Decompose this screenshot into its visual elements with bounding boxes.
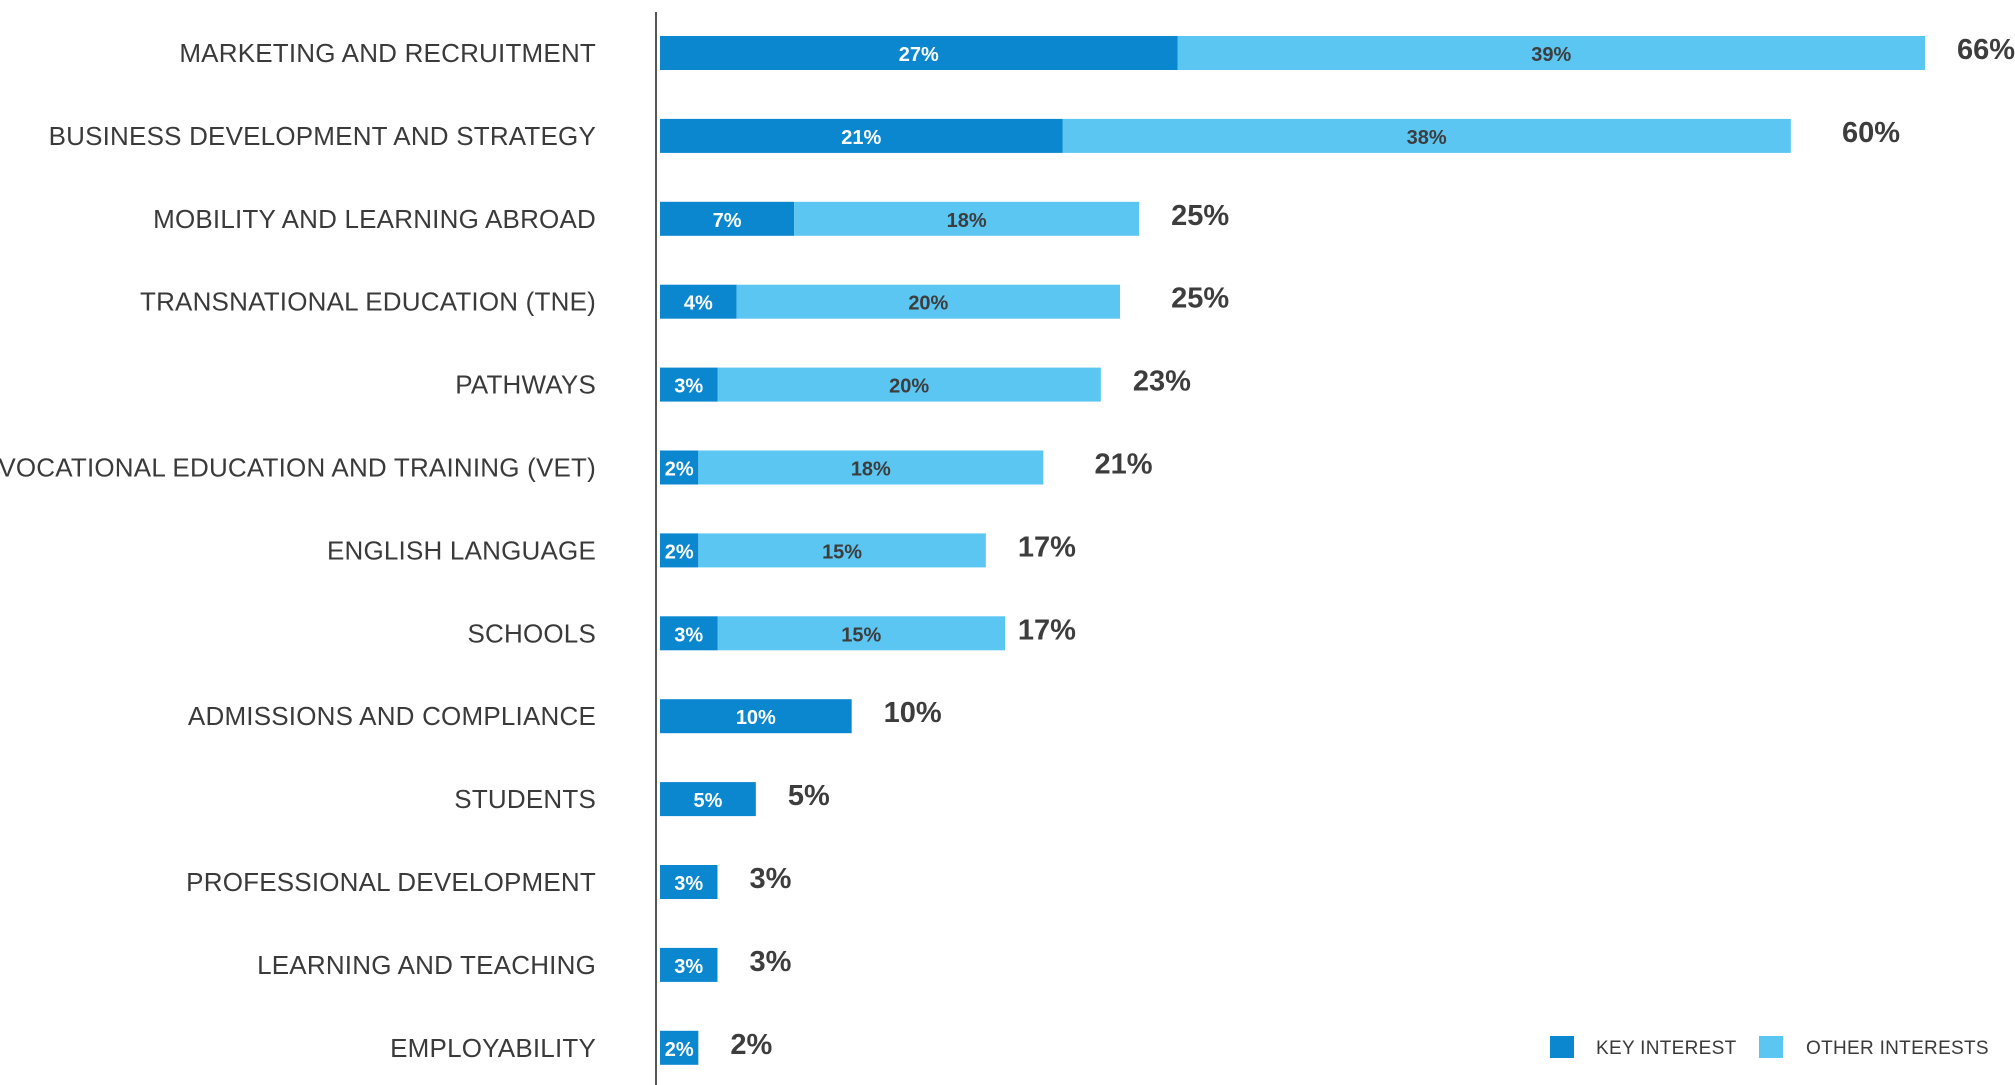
bar-key-interest-professional-development <box>660 865 718 899</box>
bar-key-interest-mobility-and-learning-abroad <box>660 201 795 236</box>
bars: 27% 39% 21% 38% 7% 18% 4% 20% 3% 20% 2% 18% 2% 15% 3% 1… <box>660 36 1925 1065</box>
legend-swatch-other-interests <box>1759 1036 1783 1058</box>
total-label-marketing-and-recruitment: 66% <box>1957 34 2015 66</box>
category-label-admissions-and-compliance: ADMISSIONS AND COMPLIANCE <box>188 701 596 731</box>
bar-other-interests-marketing-and-recruitment <box>1177 36 1925 70</box>
bar-value-label-other-interests-schools: 15% <box>841 624 881 646</box>
total-label-admissions-and-compliance: 10% <box>884 697 942 729</box>
category-label-marketing-and-recruitment: MARKETING AND RECRUITMENT <box>179 38 596 68</box>
bar-key-interest-admissions-and-compliance <box>660 699 852 734</box>
bar-other-interests-mobility-and-learning-abroad <box>794 201 1140 236</box>
bar-other-interests-english-language <box>698 533 986 568</box>
total-label-mobility-and-learning-abroad: 25% <box>1171 200 1229 232</box>
bar-value-label-other-interests-vocational-education-and-training-vet: 18% <box>851 459 891 481</box>
bar-value-label-key-interest-schools: 3% <box>674 624 703 646</box>
category-label-learning-and-teaching: LEARNING AND TEACHING <box>257 950 596 980</box>
bar-value-label-key-interest-professional-development: 3% <box>674 873 703 895</box>
bar-key-interest-english-language <box>660 533 699 568</box>
total-label-english-language: 17% <box>1018 531 1076 563</box>
total-label-pathways: 23% <box>1133 366 1191 398</box>
bar-value-label-key-interest-vocational-education-and-training-vet: 2% <box>665 459 694 481</box>
total-label-employability: 2% <box>730 1029 772 1061</box>
category-labels: MARKETING AND RECRUITMENT BUSINESS DEVELO… <box>0 38 596 1063</box>
bar-key-interest-learning-and-teaching <box>660 947 718 982</box>
bar-key-interest-vocational-education-and-training-vet <box>660 450 699 485</box>
bar-value-label-other-interests-english-language: 15% <box>822 541 862 563</box>
bar-value-label-key-interest-students: 5% <box>693 790 722 812</box>
bar-key-interest-business-development-and-strategy <box>660 118 1063 153</box>
category-label-english-language: ENGLISH LANGUAGE <box>327 535 596 565</box>
legend: KEY INTEREST OTHER INTERESTS <box>1550 1036 1989 1059</box>
bar-value-label-key-interest-employability: 2% <box>665 1039 694 1061</box>
bar-value-label-key-interest-business-development-and-strategy: 21% <box>841 127 881 149</box>
category-label-students: STUDENTS <box>454 784 596 814</box>
total-label-vocational-education-and-training-vet: 21% <box>1095 449 1153 481</box>
bar-value-label-other-interests-business-development-and-strategy: 38% <box>1407 127 1447 149</box>
bar-other-interests-business-development-and-strategy <box>1062 118 1791 153</box>
bar-value-label-key-interest-english-language: 2% <box>665 541 694 563</box>
bar-other-interests-transnational-education-tne <box>736 284 1120 319</box>
bar-key-interest-employability <box>660 1030 699 1065</box>
bar-key-interest-transnational-education-tne <box>660 284 737 319</box>
legend-swatch-key-interest <box>1550 1036 1574 1058</box>
bar-value-label-key-interest-mobility-and-learning-abroad: 7% <box>713 210 742 232</box>
bar-value-label-key-interest-marketing-and-recruitment: 27% <box>899 44 939 66</box>
total-label-schools: 17% <box>1018 614 1076 646</box>
category-label-vocational-education-and-training-vet: VOCATIONAL EDUCATION AND TRAINING (VET) <box>0 453 596 483</box>
total-labels: 66% 60% 25% 25% 23% 21% 17% 17% 10% 5% 3% 3% 2% <box>730 34 2015 1061</box>
bar-value-label-key-interest-admissions-and-compliance: 10% <box>736 707 776 729</box>
category-label-employability: EMPLOYABILITY <box>390 1033 596 1063</box>
bar-key-interest-pathways <box>660 367 718 402</box>
total-label-professional-development: 3% <box>750 863 792 895</box>
bar-value-label-other-interests-pathways: 20% <box>889 376 929 398</box>
bar-other-interests-vocational-education-and-training-vet <box>698 450 1044 485</box>
total-label-learning-and-teaching: 3% <box>750 946 792 978</box>
bar-value-label-key-interest-pathways: 3% <box>674 376 703 398</box>
bar-key-interest-marketing-and-recruitment <box>660 36 1178 70</box>
bar-value-label-key-interest-learning-and-teaching: 3% <box>674 956 703 978</box>
category-label-transnational-education-tne: TRANSNATIONAL EDUCATION (TNE) <box>140 287 596 317</box>
bar-value-label-key-interest-transnational-education-tne: 4% <box>684 293 713 315</box>
category-label-business-development-and-strategy: BUSINESS DEVELOPMENT AND STRATEGY <box>49 121 596 151</box>
bar-value-label-other-interests-marketing-and-recruitment: 39% <box>1531 44 1571 66</box>
category-label-pathways: PATHWAYS <box>455 370 596 400</box>
bar-other-interests-schools <box>717 616 1005 651</box>
bar-key-interest-schools <box>660 616 718 651</box>
bar-value-label-other-interests-mobility-and-learning-abroad: 18% <box>947 210 987 232</box>
legend-label-key-interest: KEY INTEREST <box>1596 1038 1737 1059</box>
total-label-students: 5% <box>788 780 830 812</box>
bar-value-label-other-interests-transnational-education-tne: 20% <box>908 293 948 315</box>
total-label-business-development-and-strategy: 60% <box>1842 117 1900 149</box>
bar-other-interests-pathways <box>717 367 1101 402</box>
bar-key-interest-students <box>660 782 756 817</box>
category-label-professional-development: PROFESSIONAL DEVELOPMENT <box>186 867 596 897</box>
category-label-mobility-and-learning-abroad: MOBILITY AND LEARNING ABROAD <box>153 204 596 234</box>
legend-label-other-interests: OTHER INTERESTS <box>1806 1038 1989 1059</box>
category-label-schools: SCHOOLS <box>467 618 596 648</box>
total-label-transnational-education-tne: 25% <box>1171 283 1229 315</box>
